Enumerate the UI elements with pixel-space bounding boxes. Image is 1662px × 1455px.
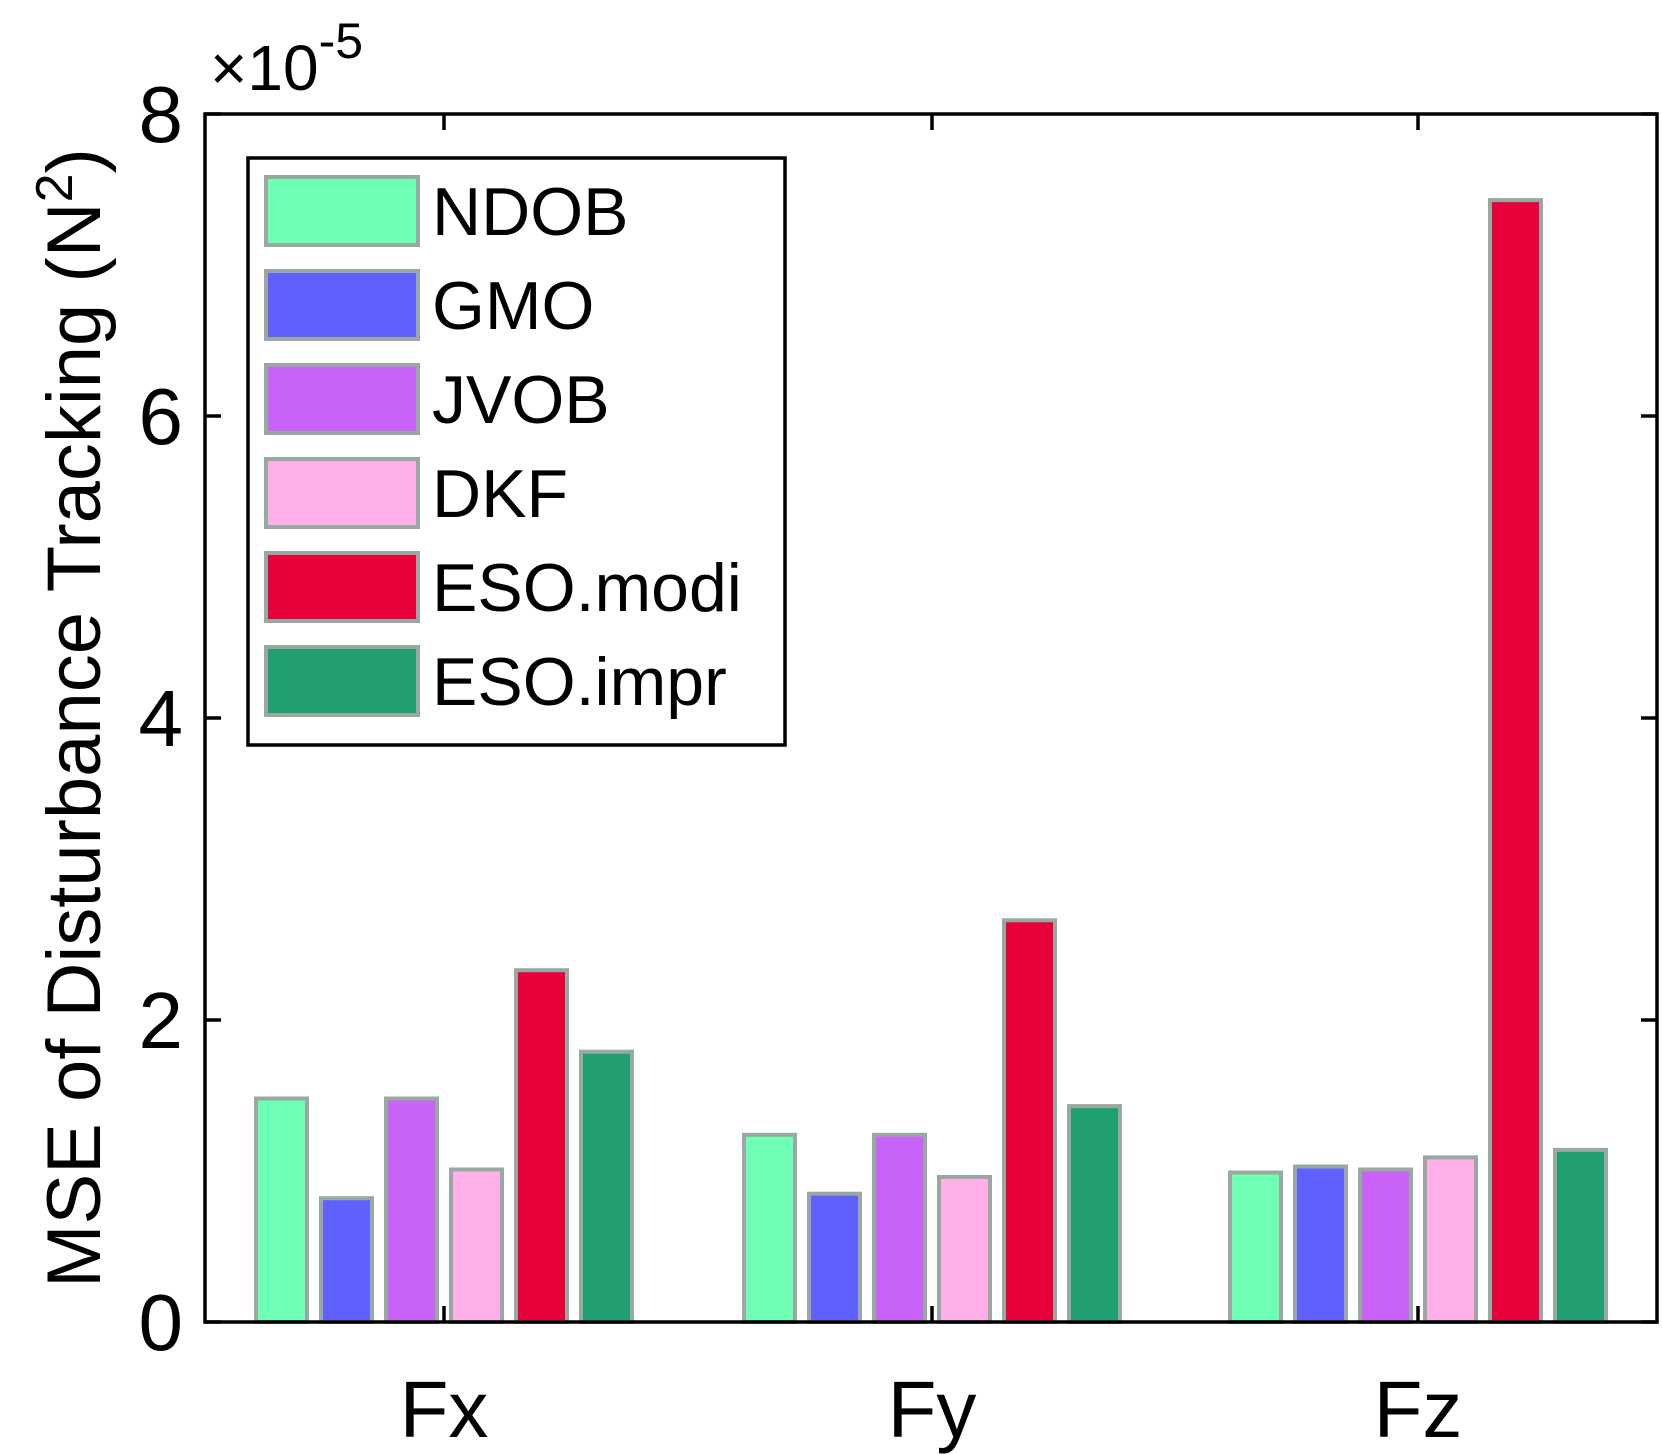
bar-dkf-fz [1423,1155,1478,1325]
bar-dkf-fy [937,1175,992,1324]
y-tick-label: 8 [139,70,184,159]
legend: NDOB GMO JVOB DKF ESO.modi ESO.impr [246,156,787,747]
y-tick-label: 4 [139,674,184,763]
legend-label-gmo: GMO [432,268,594,344]
y-axis-title-text: MSE of Disturbance Tracking (N [32,202,117,1288]
y-axis-title-close: ) [32,148,117,173]
bar-ndob-fz [1228,1170,1283,1324]
y-ticks-group: 0 2 4 6 8 [139,70,1657,1367]
legend-label-eso-impr: ESO.impr [432,644,727,720]
legend-swatch-dkf [264,457,420,529]
bar-eso-modi-fx [514,968,569,1324]
legend-swatch-gmo [264,269,420,341]
bar-gmo-fz [1293,1164,1348,1324]
legend-swatch-eso-modi [264,551,420,623]
bar-eso-modi-fz [1488,198,1543,1325]
legend-swatch-jvob [264,363,420,435]
y-tick-label: 0 [139,1278,184,1367]
bar-gmo-fy [807,1191,862,1324]
legend-swatch-eso-impr [264,645,420,717]
bar-eso-impr-fz [1553,1147,1608,1325]
bar-eso-impr-fy [1067,1104,1122,1324]
legend-swatch-ndob [264,175,420,247]
x-tick-label-fy: Fy [888,1365,977,1454]
bar-jvob-fz [1358,1167,1413,1324]
bars-group [254,198,1608,1325]
y-tick-label: 2 [139,976,184,1065]
bar-ndob-fx [254,1096,309,1324]
y-multiplier-exponent: -5 [319,13,363,69]
bar-eso-impr-fx [579,1049,634,1324]
bar-ndob-fy [742,1132,797,1325]
bar-gmo-fx [319,1196,374,1324]
legend-label-dkf: DKF [432,456,568,532]
bar-jvob-fy [872,1132,927,1325]
y-axis-title: MSE of Disturbance Tracking (N2) [26,148,117,1288]
x-ticks-group: Fx Fy Fz [400,114,1463,1454]
y-tick-label: 6 [139,372,184,461]
y-axis-title-superscript: 2 [26,173,84,202]
x-tick-label-fz: Fz [1374,1365,1463,1454]
bar-eso-modi-fy [1002,918,1057,1324]
y-multiplier-base: ×10 [210,32,319,104]
legend-label-ndob: NDOB [432,174,628,250]
y-multiplier: ×10-5 [210,13,363,104]
legend-label-jvob: JVOB [432,362,610,438]
legend-label-eso-modi: ESO.modi [432,550,742,626]
x-tick-label-fx: Fx [400,1365,489,1454]
bar-dkf-fx [449,1167,504,1324]
bar-jvob-fx [384,1096,439,1324]
